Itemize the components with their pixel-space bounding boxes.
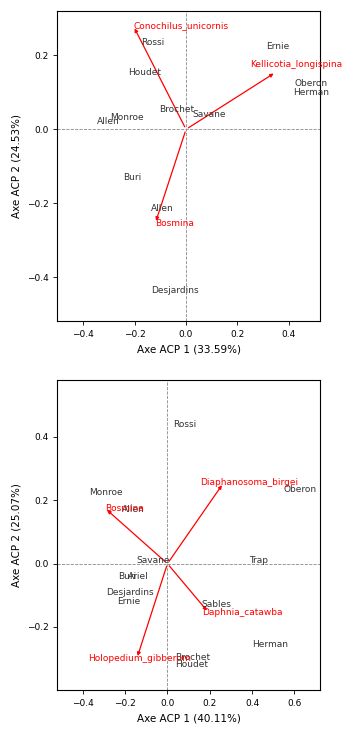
Text: Ernie: Ernie bbox=[117, 597, 140, 606]
Text: Herman: Herman bbox=[252, 640, 288, 649]
Text: Kellicotia_longispina: Kellicotia_longispina bbox=[250, 60, 343, 69]
Text: Oberon: Oberon bbox=[284, 485, 317, 494]
X-axis label: Axe ACP 1 (40.11%): Axe ACP 1 (40.11%) bbox=[137, 714, 240, 724]
Text: Houdet: Houdet bbox=[175, 661, 208, 670]
Text: Holopedium_gibberum: Holopedium_gibberum bbox=[88, 654, 191, 663]
Text: Rossi: Rossi bbox=[141, 38, 164, 47]
Text: Buri: Buri bbox=[118, 572, 136, 581]
Text: Buri: Buri bbox=[123, 173, 141, 182]
Text: Bosmina: Bosmina bbox=[105, 503, 144, 513]
X-axis label: Axe ACP 1 (33.59%): Axe ACP 1 (33.59%) bbox=[137, 345, 240, 355]
Text: Diaphanosoma_birgei: Diaphanosoma_birgei bbox=[200, 478, 298, 487]
Text: Oberon: Oberon bbox=[294, 79, 327, 87]
Text: Savane: Savane bbox=[192, 110, 226, 119]
Text: Ernie: Ernie bbox=[266, 42, 289, 51]
Text: Rossi: Rossi bbox=[173, 420, 196, 429]
Text: Houdet: Houdet bbox=[128, 68, 161, 76]
Text: Monroe: Monroe bbox=[110, 113, 144, 122]
Text: Brochet: Brochet bbox=[159, 104, 194, 113]
Y-axis label: Axe ACP 2 (25.07%): Axe ACP 2 (25.07%) bbox=[11, 483, 21, 587]
Text: Monroe: Monroe bbox=[89, 488, 123, 497]
Text: Allen: Allen bbox=[97, 118, 120, 126]
Text: Savane: Savane bbox=[137, 556, 170, 565]
Text: Sables: Sables bbox=[201, 600, 231, 609]
Text: Conochilus_unicornis: Conochilus_unicornis bbox=[133, 21, 229, 30]
Text: Bosmina: Bosmina bbox=[155, 219, 194, 228]
Y-axis label: Axe ACP 2 (24.53%): Axe ACP 2 (24.53%) bbox=[11, 114, 21, 218]
Text: Trap: Trap bbox=[249, 556, 268, 565]
Text: Desjardins: Desjardins bbox=[151, 285, 199, 295]
Text: Desjardins: Desjardins bbox=[106, 588, 154, 597]
Text: Allen: Allen bbox=[151, 204, 174, 213]
Text: Brochet: Brochet bbox=[175, 653, 210, 662]
Text: Allen: Allen bbox=[122, 506, 145, 514]
Text: Ariel: Ariel bbox=[128, 572, 149, 581]
Text: Daphnia_catawba: Daphnia_catawba bbox=[203, 609, 283, 617]
Text: Herman: Herman bbox=[293, 88, 329, 97]
